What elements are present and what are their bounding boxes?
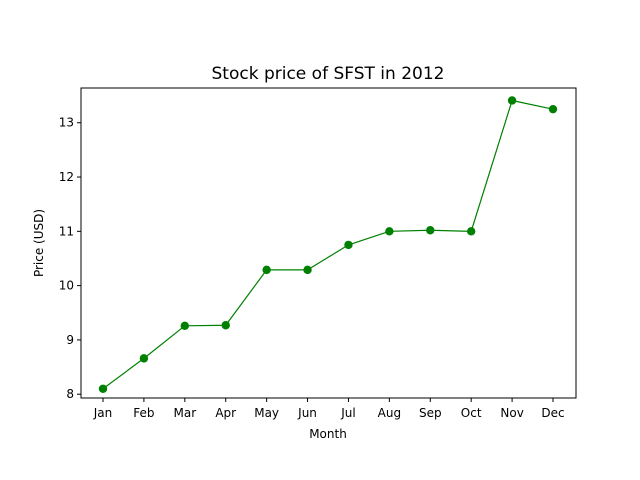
x-tick-label: Jun [297,406,317,420]
data-point [426,226,435,235]
y-tick-label: 10 [59,279,74,293]
x-tick-label: Feb [133,406,154,420]
data-point [98,384,108,393]
data-point [262,265,271,275]
y-axis-label: Price (USD) [32,209,46,277]
plot-area-frame [80,87,577,399]
series-line [102,99,554,390]
x-tick-label: Apr [215,406,236,420]
x-axis-label: Month [309,427,347,441]
data-point [385,227,394,236]
x-tick-label: Nov [500,406,523,420]
x-tick-label: Jul [340,406,355,420]
x-tick-label: May [254,406,279,420]
x-tick-label: Jan [93,406,113,420]
y-tick-label: 13 [59,116,74,130]
x-tick-label: Sep [419,406,442,420]
y-axis: 8 9 10 11 12 13 [59,116,81,401]
y-tick-label: 12 [59,170,74,184]
x-tick-label: Mar [173,406,196,420]
data-point [344,240,353,250]
chart-title: Stock price of SFST in 2012 [212,64,445,84]
data-point [466,227,476,236]
x-axis: Jan Feb Mar Apr May Jun Jul Aug Sep Oct Nov Dec [93,398,565,420]
data-point [507,96,517,105]
data-point [221,321,230,330]
y-tick-label: 11 [59,224,74,238]
data-point [303,265,312,275]
data-point [139,354,149,363]
x-tick-label: Aug [378,406,401,420]
x-tick-label: Oct [461,406,482,420]
y-tick-label: 9 [66,333,74,347]
series-group [98,96,558,393]
x-tick-label: Dec [541,406,564,420]
data-point [180,321,190,330]
data-point [548,104,558,114]
y-tick-label: 8 [66,387,74,401]
